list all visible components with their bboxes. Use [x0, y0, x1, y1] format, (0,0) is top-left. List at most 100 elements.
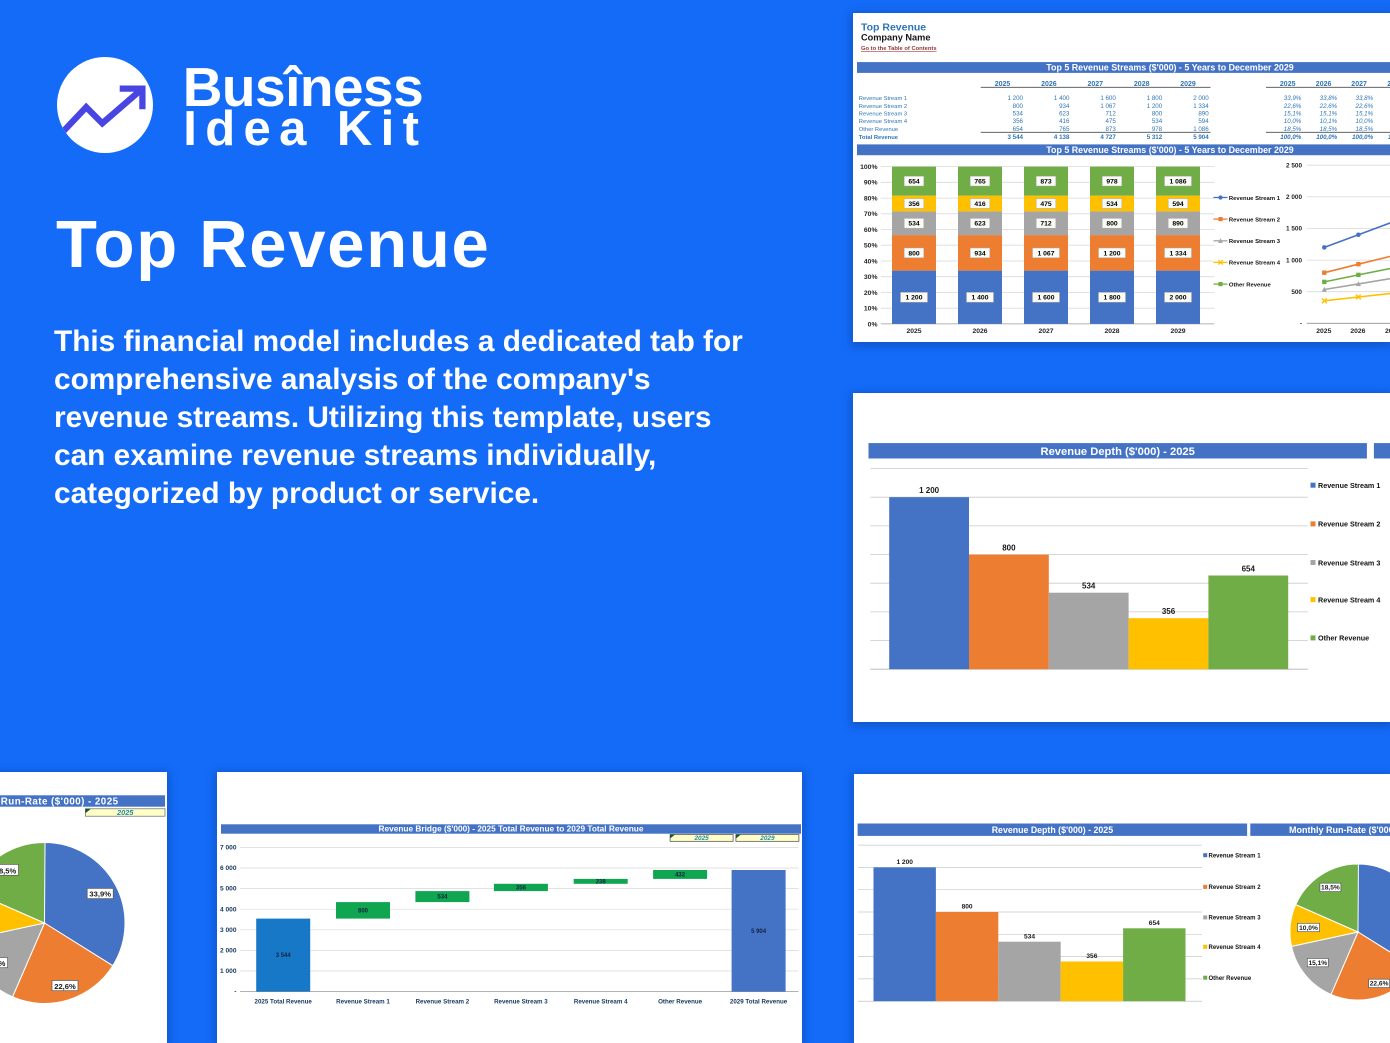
- svg-text:1 800: 1 800: [1103, 295, 1120, 302]
- svg-text:2026: 2026: [1316, 81, 1332, 88]
- svg-text:356: 356: [1086, 953, 1097, 960]
- svg-text:Revenue Stream 1: Revenue Stream 1: [1209, 854, 1262, 860]
- svg-text:623: 623: [1059, 111, 1070, 118]
- svg-text:594: 594: [1172, 201, 1184, 208]
- svg-text:Revenue Stream 2: Revenue Stream 2: [859, 104, 907, 110]
- svg-text:890: 890: [1172, 221, 1184, 228]
- svg-text:Revenue Stream 3: Revenue Stream 3: [1229, 239, 1281, 245]
- svg-text:33,8%: 33,8%: [1356, 95, 1374, 102]
- svg-text:Revenue Stream 4: Revenue Stream 4: [1229, 261, 1281, 267]
- svg-text:800: 800: [358, 909, 369, 915]
- svg-text:Other Revenue: Other Revenue: [658, 998, 703, 1005]
- svg-text:654: 654: [1242, 564, 1256, 573]
- svg-text:2029: 2029: [759, 835, 775, 842]
- svg-text:Revenue Stream 4: Revenue Stream 4: [1318, 595, 1380, 604]
- svg-text:20%: 20%: [864, 290, 878, 297]
- svg-text:2 000: 2 000: [220, 948, 237, 955]
- svg-text:1 200: 1 200: [1147, 103, 1163, 110]
- svg-text:2025: 2025: [906, 328, 921, 335]
- svg-text:18,5%: 18,5%: [1320, 126, 1338, 133]
- svg-text:18,5%: 18,5%: [1356, 126, 1374, 133]
- svg-text:1 000: 1 000: [220, 968, 237, 975]
- svg-text:2 500: 2 500: [1286, 163, 1302, 170]
- svg-text:100%: 100%: [860, 164, 877, 171]
- svg-text:Company Name: Company Name: [861, 33, 930, 43]
- svg-text:5 904: 5 904: [1193, 134, 1209, 141]
- svg-text:800: 800: [1152, 111, 1163, 118]
- svg-text:60%: 60%: [864, 227, 878, 234]
- svg-text:2027: 2027: [1038, 328, 1053, 335]
- svg-text:Revenue Stream 1: Revenue Stream 1: [336, 998, 390, 1005]
- svg-text:978: 978: [1106, 179, 1118, 186]
- svg-text:765: 765: [974, 179, 986, 186]
- svg-text:33,9%: 33,9%: [89, 890, 111, 899]
- svg-text:356: 356: [1162, 607, 1176, 616]
- svg-text:1 000: 1 000: [1286, 257, 1302, 264]
- svg-text:594: 594: [1198, 118, 1209, 125]
- svg-text:500: 500: [1291, 289, 1302, 296]
- svg-text:654: 654: [1149, 920, 1160, 927]
- svg-text:5 312: 5 312: [1147, 134, 1163, 141]
- svg-text:2026: 2026: [1350, 328, 1365, 335]
- svg-text:2026: 2026: [972, 328, 987, 335]
- svg-text:534: 534: [437, 895, 448, 901]
- svg-text:2028: 2028: [1134, 81, 1150, 88]
- svg-text:6 000: 6 000: [220, 865, 237, 872]
- svg-text:10,1%: 10,1%: [1320, 118, 1338, 125]
- svg-text:-: -: [234, 989, 236, 996]
- svg-text:356: 356: [1013, 118, 1024, 125]
- svg-text:623: 623: [974, 221, 986, 228]
- svg-text:1 086: 1 086: [1169, 179, 1186, 186]
- svg-text:2026: 2026: [1041, 81, 1057, 88]
- svg-text:1 500: 1 500: [1286, 226, 1302, 233]
- svg-text:1 067: 1 067: [1037, 250, 1054, 257]
- svg-text:1 200: 1 200: [1008, 95, 1024, 102]
- svg-text:Revenue Stream 3: Revenue Stream 3: [494, 998, 548, 1005]
- svg-text:22,6%: 22,6%: [1319, 103, 1338, 110]
- svg-text:Other Revenue: Other Revenue: [859, 127, 898, 133]
- svg-text:2027: 2027: [1385, 328, 1390, 335]
- svg-text:-: -: [1300, 321, 1302, 328]
- svg-text:80%: 80%: [864, 196, 878, 203]
- svg-text:475: 475: [1105, 118, 1116, 125]
- svg-text:30%: 30%: [864, 274, 878, 281]
- svg-text:Total Revenue: Total Revenue: [859, 135, 899, 141]
- svg-text:4 727: 4 727: [1100, 134, 1116, 141]
- svg-text:Revenue Stream 4: Revenue Stream 4: [859, 119, 908, 125]
- svg-text:22,6%: 22,6%: [54, 982, 76, 991]
- svg-text:18,5%: 18,5%: [0, 866, 17, 875]
- svg-text:5 000: 5 000: [220, 886, 237, 893]
- svg-text:2025: 2025: [693, 835, 709, 842]
- svg-text:2025: 2025: [995, 81, 1011, 88]
- svg-text:712: 712: [1040, 221, 1052, 228]
- svg-text:4 000: 4 000: [220, 906, 237, 913]
- svg-text:654: 654: [1013, 126, 1024, 133]
- svg-text:18,5%: 18,5%: [1284, 126, 1302, 133]
- svg-text:800: 800: [1002, 543, 1016, 552]
- svg-text:1 334: 1 334: [1193, 103, 1209, 110]
- svg-text:7 000: 7 000: [220, 845, 237, 852]
- svg-text:432: 432: [675, 873, 686, 879]
- svg-text:1 067: 1 067: [1100, 103, 1116, 110]
- svg-text:Revenue Stream 1: Revenue Stream 1: [1318, 481, 1380, 490]
- svg-text:1 086: 1 086: [1193, 126, 1209, 133]
- svg-text:100,0%: 100,0%: [1388, 134, 1390, 141]
- svg-text:Top Revenue: Top Revenue: [861, 22, 926, 34]
- svg-text:Revenue Stream 4: Revenue Stream 4: [1209, 945, 1262, 951]
- svg-text:15,1%: 15,1%: [1320, 111, 1338, 118]
- svg-text:Other Revenue: Other Revenue: [1209, 976, 1252, 982]
- svg-text:2028: 2028: [1387, 81, 1390, 88]
- svg-text:2 000: 2 000: [1169, 295, 1186, 302]
- svg-text:800: 800: [1106, 221, 1118, 228]
- svg-text:0%: 0%: [868, 321, 878, 328]
- svg-text:1 800: 1 800: [1147, 95, 1163, 102]
- svg-text:534: 534: [1106, 201, 1118, 208]
- svg-text:534: 534: [1024, 933, 1035, 940]
- svg-text:40%: 40%: [864, 258, 878, 265]
- svg-text:4 138: 4 138: [1054, 134, 1070, 141]
- svg-text:15,1%: 15,1%: [1356, 111, 1374, 118]
- svg-text:70%: 70%: [864, 211, 878, 218]
- svg-text:890: 890: [1198, 111, 1209, 118]
- svg-text:534: 534: [908, 221, 920, 228]
- svg-text:50%: 50%: [864, 243, 878, 250]
